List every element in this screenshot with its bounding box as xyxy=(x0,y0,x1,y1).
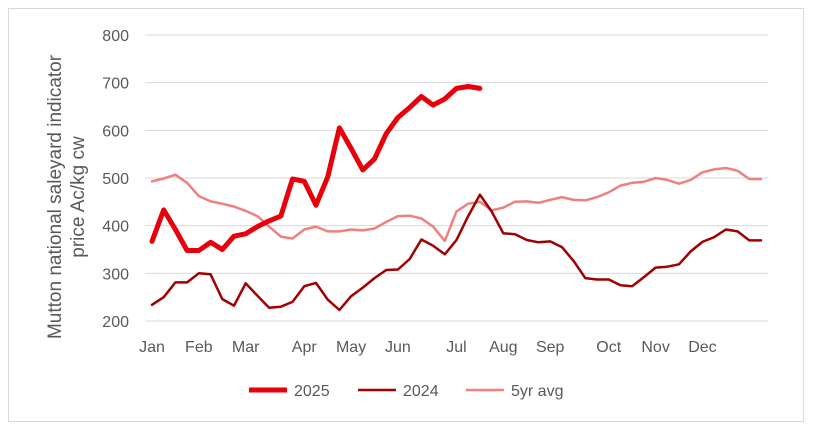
legend: 2025 2024 5yr avg xyxy=(249,383,563,400)
x-tick-label: Feb xyxy=(185,339,213,356)
y-tick-label: 300 xyxy=(102,266,129,283)
x-tick-label: Jul xyxy=(446,339,466,356)
gridlines xyxy=(145,34,768,322)
y-axis-title-line-1: Mutton national saleyard indicator xyxy=(45,54,66,339)
x-tick-label: Nov xyxy=(641,339,669,356)
legend-label-2024: 2024 xyxy=(403,383,439,400)
x-tick-labels: Jan Feb Mar Apr May Jun Jul Aug Sep Oct Nov Dec xyxy=(139,339,717,356)
x-tick-label: Oct xyxy=(596,339,621,356)
y-tick-label: 500 xyxy=(102,171,129,188)
x-tick-label: Aug xyxy=(489,339,517,356)
x-tick-label: Mar xyxy=(232,339,260,356)
series-line-2025 xyxy=(149,84,483,253)
series-line-2024 xyxy=(150,193,763,312)
y-tick-labels: 200 300 400 500 600 700 800 xyxy=(102,28,129,331)
series-lines xyxy=(149,84,763,312)
y-tick-label: 700 xyxy=(102,76,129,93)
y-tick-label: 200 xyxy=(102,314,129,331)
x-tick-label: Dec xyxy=(688,339,716,356)
y-tick-label: 400 xyxy=(102,219,129,236)
x-tick-label: Jun xyxy=(385,339,411,356)
legend-label-2025: 2025 xyxy=(294,383,330,400)
x-tick-label: May xyxy=(336,339,366,356)
x-tick-label: Sep xyxy=(536,339,565,356)
x-tick-label: Apr xyxy=(292,339,318,356)
legend-label-5yr-avg: 5yr avg xyxy=(511,383,563,400)
x-tick-label: Jan xyxy=(139,339,165,356)
y-tick-label: 800 xyxy=(102,28,129,45)
series-line-5yr-avg xyxy=(150,166,763,243)
y-tick-label: 600 xyxy=(102,123,129,140)
y-axis-title-line-2: price Ac/kg cw xyxy=(68,136,89,258)
